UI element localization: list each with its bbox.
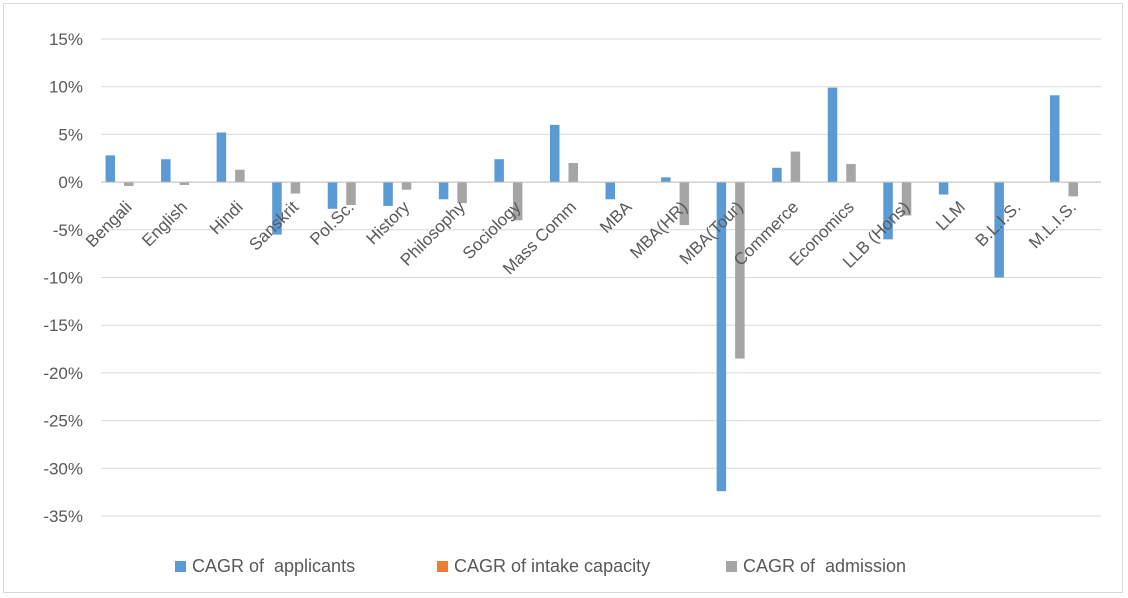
- y-tick-label: -30%: [43, 459, 83, 478]
- bar-3: [179, 182, 190, 185]
- bar-1: [1049, 95, 1060, 183]
- category-label: MBA: [596, 197, 636, 237]
- y-tick-label: -5%: [53, 221, 83, 240]
- category-label: Bengali: [82, 197, 136, 251]
- bars: [105, 87, 1078, 492]
- y-tick-label: 15%: [49, 30, 83, 49]
- bar-1: [105, 155, 116, 183]
- bar-1: [383, 182, 393, 206]
- legend: CAGR of applicants CAGR of intake capacit…: [175, 556, 906, 576]
- y-tick-label: -15%: [43, 316, 83, 335]
- bar-3: [790, 151, 801, 183]
- y-tick-label: 10%: [49, 78, 83, 97]
- y-tick-label: 0%: [58, 173, 83, 192]
- bar-1: [827, 87, 838, 183]
- bar-1: [605, 182, 616, 200]
- bar-1: [438, 182, 449, 200]
- bar-3: [401, 182, 412, 190]
- bar-1: [938, 182, 949, 195]
- y-tick-label: 5%: [58, 125, 83, 144]
- bar-3: [679, 182, 690, 226]
- y-tick-label: -25%: [43, 412, 83, 431]
- legend-swatch: [437, 561, 448, 572]
- gridlines: [101, 38, 1101, 517]
- bar-3: [346, 182, 356, 205]
- legend-label: CAGR of intake capacity: [454, 556, 650, 576]
- bar-3: [568, 163, 578, 183]
- bar-1: [272, 182, 282, 235]
- bar-1: [161, 159, 171, 183]
- bar-1: [549, 124, 560, 183]
- chart-frame: 15% 10% 5% 0% -5% -10% -15% -20% -25% -30% -35% Be…: [3, 3, 1123, 593]
- y-tick-label: -10%: [43, 269, 83, 288]
- bar-1: [716, 182, 727, 492]
- bar-3: [235, 169, 245, 183]
- category-label: M.L.I.S.: [1025, 197, 1080, 252]
- bar-3: [735, 182, 745, 359]
- bar-3: [512, 182, 523, 221]
- category-label: English: [138, 197, 191, 250]
- bar-1: [994, 182, 1004, 278]
- y-axis-ticks: 15% 10% 5% 0% -5% -10% -15% -20% -25% -30% -35%: [43, 30, 83, 526]
- bar-1: [661, 177, 671, 183]
- legend-label: CAGR of admission: [743, 556, 906, 576]
- bar-3: [901, 182, 912, 216]
- y-tick-label: -35%: [43, 507, 83, 526]
- bar-3: [457, 182, 467, 204]
- bar-1: [772, 167, 782, 183]
- bar-1: [883, 182, 893, 240]
- bar-1: [327, 182, 338, 209]
- bar-3: [846, 163, 856, 183]
- legend-swatch: [726, 561, 737, 572]
- bar-3: [290, 182, 301, 194]
- bar-1: [216, 132, 227, 183]
- bar-1: [494, 159, 504, 183]
- category-label: LLM: [932, 197, 969, 234]
- bar-3: [1068, 182, 1078, 197]
- bar-chart: 15% 10% 5% 0% -5% -10% -15% -20% -25% -30% -35% Be…: [43, 30, 1101, 576]
- legend-swatch: [175, 561, 186, 572]
- bar-3: [124, 182, 134, 186]
- category-label: Hindi: [206, 197, 247, 238]
- legend-label: CAGR of applicants: [192, 556, 355, 576]
- y-tick-label: -20%: [43, 364, 83, 383]
